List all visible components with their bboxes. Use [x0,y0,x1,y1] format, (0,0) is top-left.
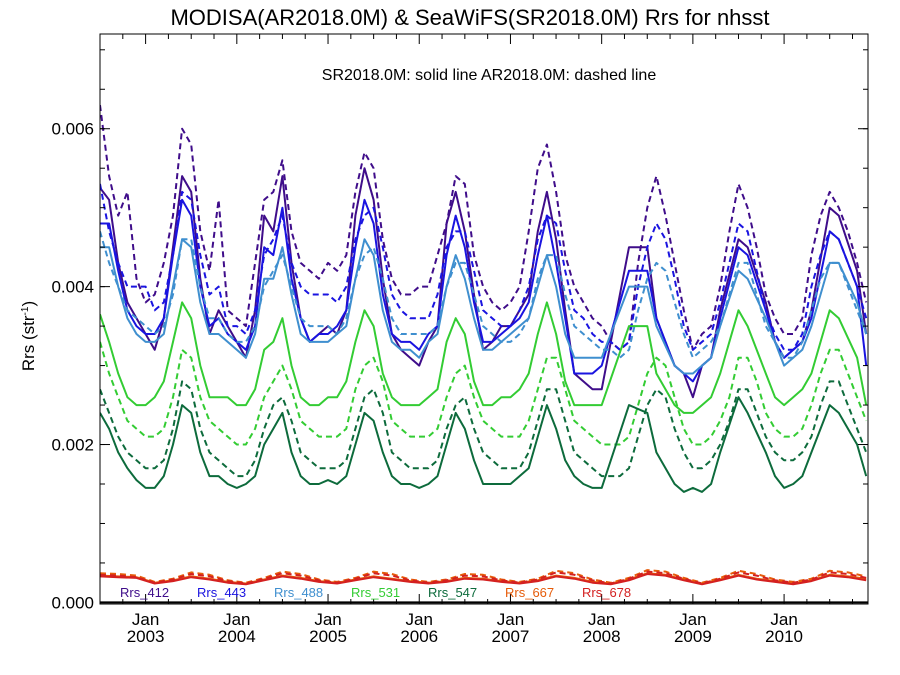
y-axis-label-text: Rrs (str [19,315,38,371]
x-tick-month: Jan [314,610,341,629]
line-style-note: SR2018.0M: solid line AR2018.0M: dashed … [322,67,657,84]
rrs-531-dashed-line [100,341,868,446]
rrs-412-dashed-line [100,104,868,351]
rrs-531-solid-line [100,301,868,414]
legend-entry-rrs-547: Rrs_547 [428,585,477,600]
legend-entry-rrs-412: Rrs_412 [120,585,169,600]
x-tick-year: 2004 [218,627,256,646]
x-tick-month: Jan [406,610,433,629]
y-axis-label-sup: -1 [20,306,31,315]
y-tick-label: 0.006 [51,120,94,139]
rrs-678-solid-line [100,573,867,586]
rrs-547-solid-line [100,396,868,493]
x-tick-month: Jan [588,610,615,629]
x-tick-year: 2005 [309,627,347,646]
x-tick-month: Jan [223,610,250,629]
y-tick-label: 0.000 [51,593,94,612]
legend-entry-rrs-531: Rrs_531 [351,585,400,600]
legend: Rrs_412 Rrs_443 Rrs_488 Rrs_531 Rrs_547 Rrs_6… [120,585,631,600]
x-tick-year: 2009 [674,627,712,646]
legend-entry-rrs-667: Rrs_667 [505,585,554,600]
x-tick-month: Jan [497,610,524,629]
legend-entry-rrs-443: Rrs_443 [197,585,246,600]
rrs-443-dashed-line [100,183,868,351]
axes-layer: 0.0000.0020.0040.006Jan2003Jan2004Jan200… [51,33,869,646]
plot-frame [99,33,869,605]
y-tick-label: 0.004 [51,278,94,297]
x-tick-year: 2003 [127,627,165,646]
rrs-488-dashed-line [100,231,868,359]
x-tick-year: 2010 [765,627,803,646]
rrs-488-solid-line [100,238,868,375]
rrs-678-dashed-line [100,570,867,585]
x-tick-month: Jan [132,610,159,629]
legend-entry-rrs-488: Rrs_488 [274,585,323,600]
x-tick-year: 2006 [400,627,438,646]
series-layer [100,104,868,604]
x-tick-month: Jan [770,610,797,629]
y-axis-label-close: ) [19,301,38,307]
rrs-547-dashed-line [100,380,868,478]
x-tick-year: 2008 [583,627,621,646]
x-tick-year: 2007 [492,627,530,646]
y-tick-label: 0.002 [51,436,94,455]
rrs-412-solid-line [100,167,868,399]
y-axis-label: Rrs (str-1) [19,301,38,371]
chart-title: MODISA(AR2018.0M) & SeaWiFS(SR2018.0M) R… [170,5,769,30]
x-tick-month: Jan [679,610,706,629]
legend-entry-rrs-678: Rrs_678 [582,585,631,600]
